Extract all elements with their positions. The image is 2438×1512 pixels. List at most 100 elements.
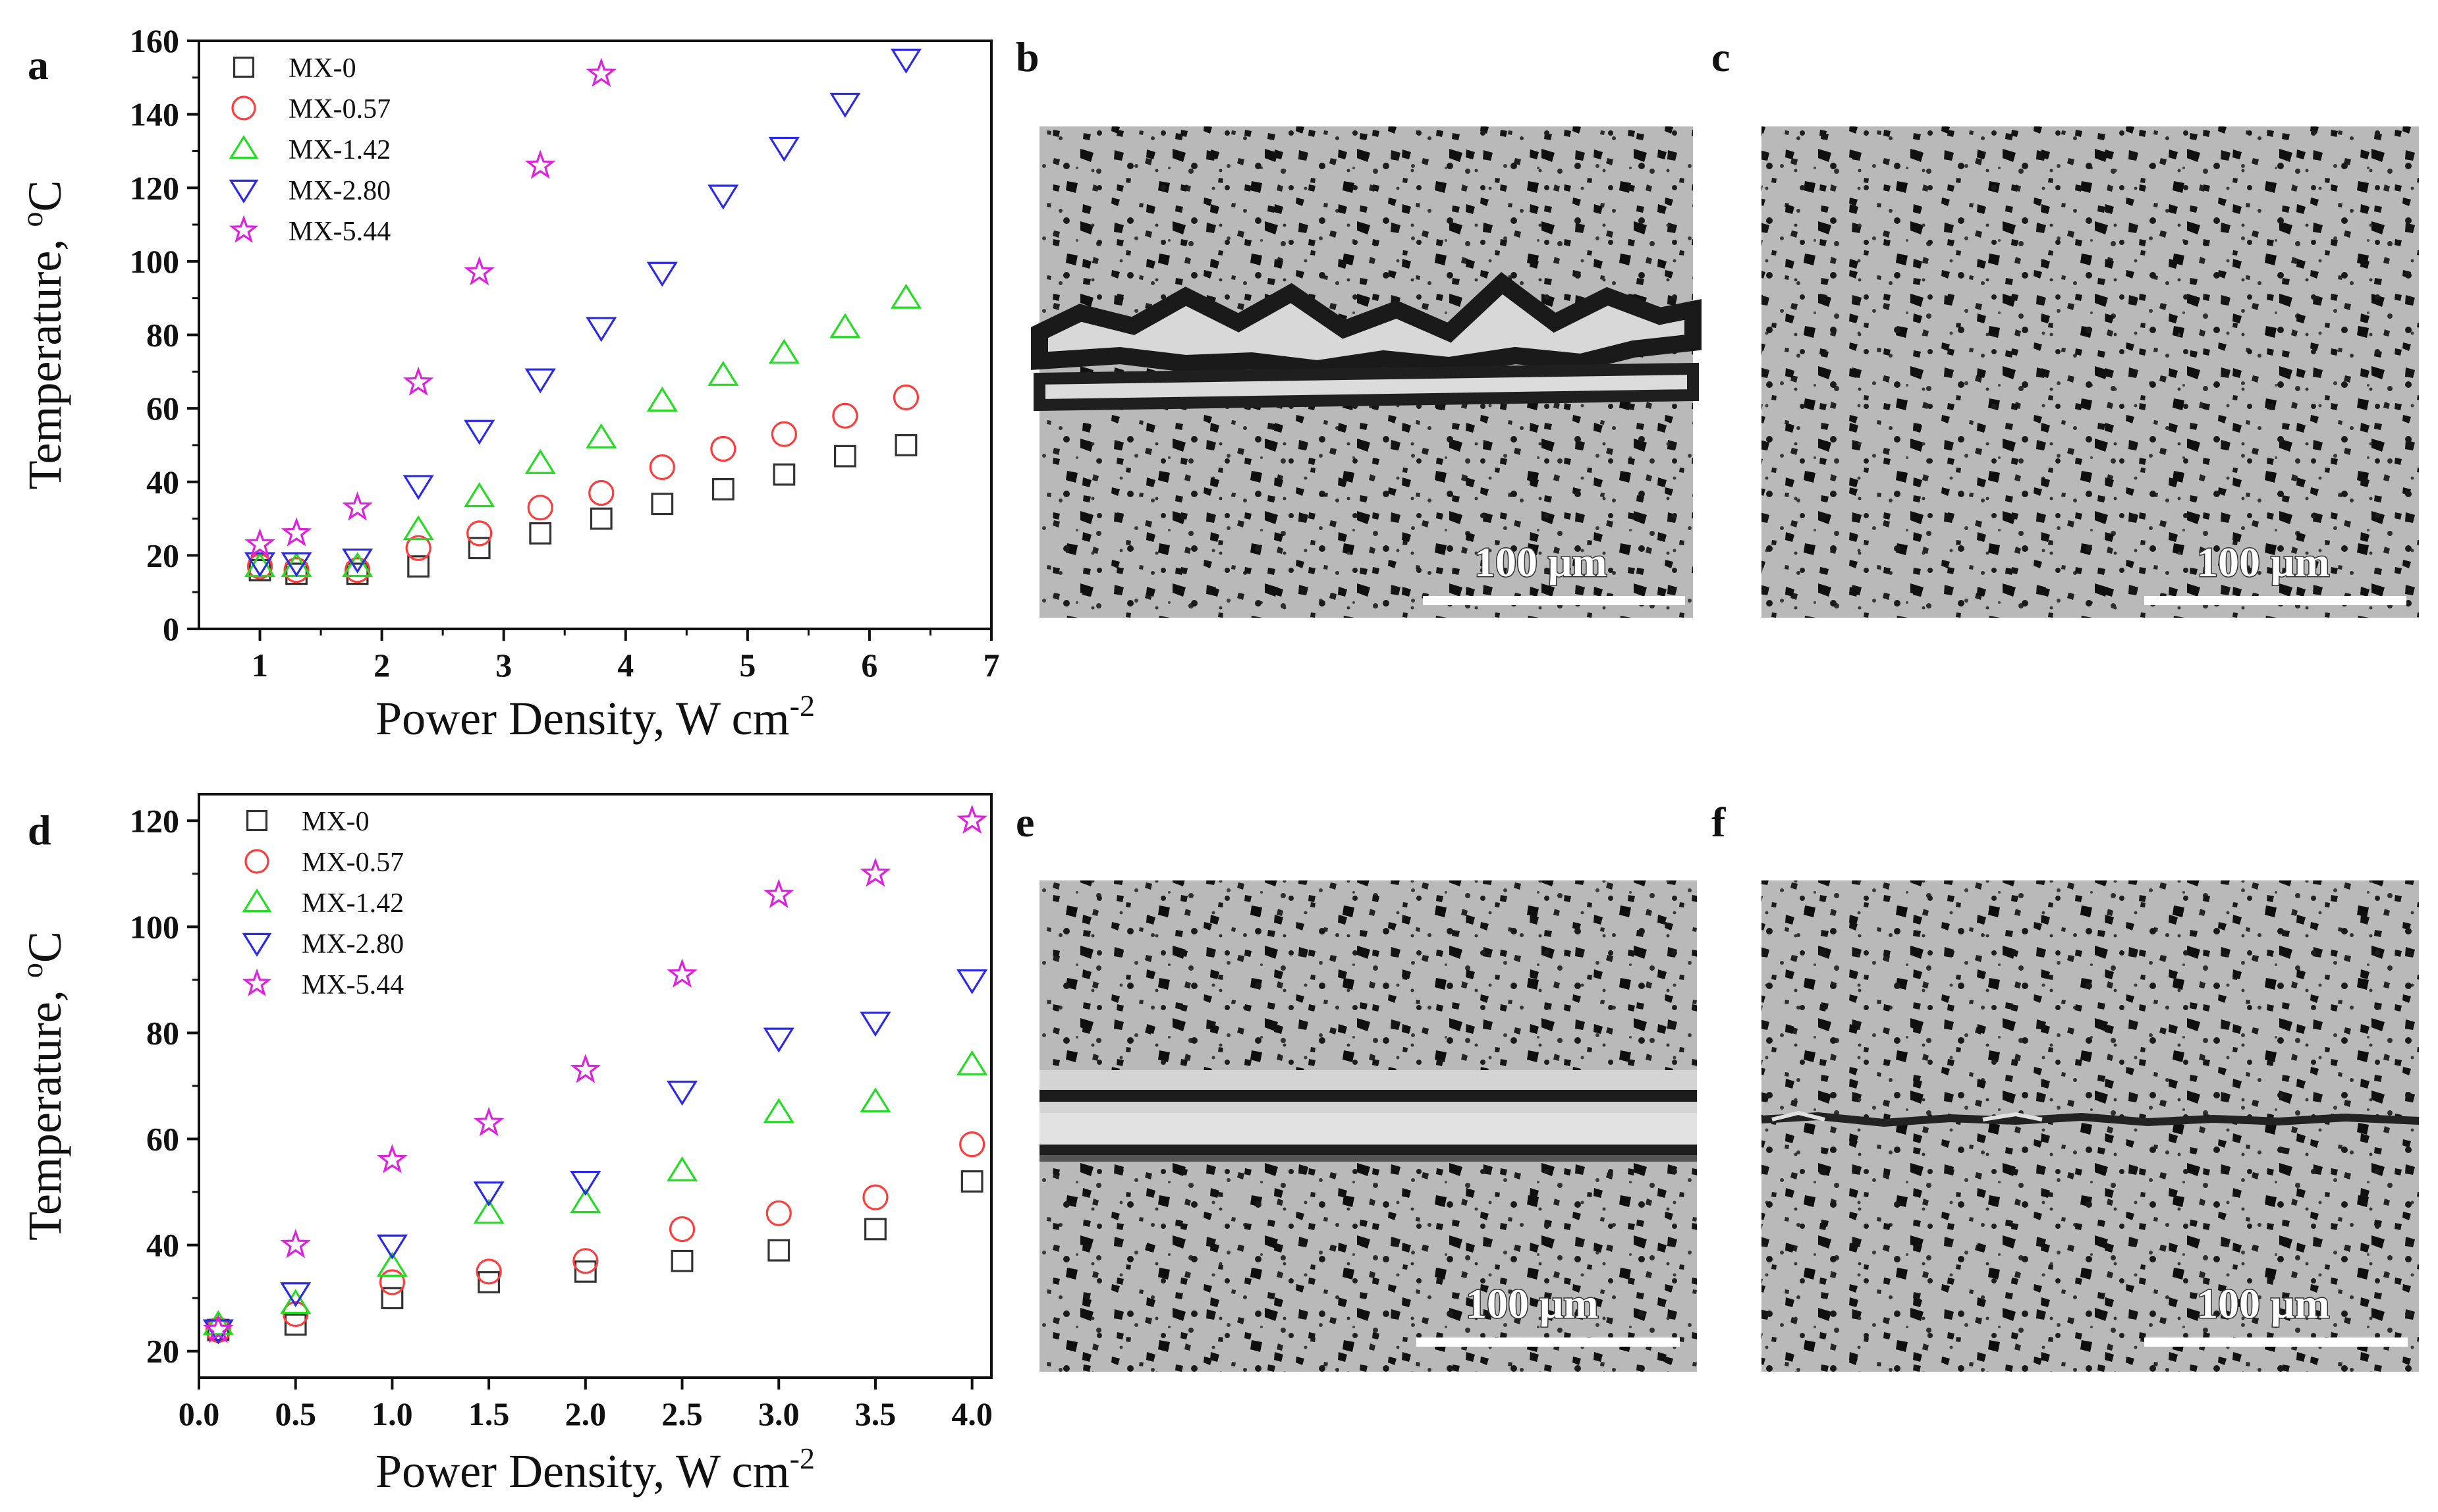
temperature-chart-a: 1 2 3 4 5 6 7 0 20 40 60 80 100 120 140 160 Power Densit… <box>15 22 1000 745</box>
data-point <box>860 1012 891 1037</box>
legend-marker <box>233 56 255 78</box>
data-point <box>342 552 374 578</box>
data-point <box>763 878 794 908</box>
panel-label-d: d <box>28 807 51 853</box>
data-point <box>402 515 434 541</box>
data-point <box>586 57 617 88</box>
data-point <box>895 434 918 456</box>
data-point <box>890 48 922 74</box>
data-point <box>476 1258 502 1285</box>
y-tick-label: 20 <box>146 1333 179 1370</box>
data-point <box>960 1170 984 1193</box>
x-tick-label: 3 <box>495 647 512 684</box>
legend-label: MX-5.44 <box>302 970 404 1000</box>
data-point <box>586 423 617 448</box>
data-point <box>524 448 556 474</box>
data-point <box>244 552 276 578</box>
legend-label: MX-0.57 <box>289 94 391 124</box>
data-point <box>376 1251 408 1277</box>
data-point <box>666 1081 698 1106</box>
data-point <box>765 1200 792 1226</box>
y-tick-label: 100 <box>130 908 179 945</box>
data-point <box>402 475 434 500</box>
data-point <box>342 548 374 574</box>
data-point <box>342 491 373 521</box>
x-tick-label: 2 <box>374 647 390 684</box>
data-point <box>707 184 739 210</box>
data-point <box>763 1027 794 1053</box>
y-tick-label: 60 <box>146 1121 179 1158</box>
legend-label: MX-2.80 <box>289 176 391 206</box>
data-point <box>570 1054 601 1083</box>
legend-marker <box>246 809 268 832</box>
data-point <box>405 535 431 561</box>
x-tick-label: 1.5 <box>468 1395 510 1432</box>
scale-label-b: 100 μm <box>1474 539 1607 585</box>
data-point <box>768 136 800 162</box>
x-tick-label: 3.0 <box>758 1395 800 1432</box>
data-point <box>283 557 310 583</box>
data-point <box>280 1282 312 1308</box>
data-point <box>527 495 553 521</box>
data-point <box>707 360 739 386</box>
micrograph-e: 100 μm <box>1039 880 1697 1372</box>
data-point <box>832 402 858 429</box>
data-point <box>767 1239 790 1262</box>
data-point <box>529 522 552 545</box>
y-tick-label: 120 <box>130 802 179 839</box>
data-point <box>473 1181 505 1207</box>
data-point <box>829 313 861 338</box>
data-point <box>244 528 275 558</box>
data-point <box>586 317 617 342</box>
data-point <box>570 1170 601 1196</box>
y-tick-label: 0 <box>163 610 179 647</box>
data-point <box>379 1269 406 1295</box>
y-tick-label: 60 <box>146 390 179 427</box>
y-tick-label: 140 <box>130 96 179 133</box>
scale-label-f: 100 μm <box>2197 1280 2330 1327</box>
legend-marker <box>229 135 259 159</box>
data-point <box>283 1301 309 1327</box>
temperature-chart-d: 0.0 0.5 1.0 1.5 2.0 2.5 3.0 3.5 4.0 20 40 60 80 100 12… <box>15 793 993 1498</box>
data-point <box>377 1144 408 1174</box>
data-point <box>773 463 796 486</box>
x-tick-label: 4.0 <box>951 1395 993 1432</box>
x-axis-title: Power Density, W cm-2 <box>375 1442 815 1498</box>
data-point <box>834 445 856 468</box>
data-point <box>524 149 556 179</box>
data-point <box>667 958 698 988</box>
data-point <box>464 482 495 508</box>
legend-label: MX-2.80 <box>302 929 404 959</box>
x-tick-label: 2.0 <box>565 1395 607 1432</box>
data-point <box>478 1271 501 1293</box>
legend-marker <box>242 888 272 913</box>
scale-bar <box>1423 596 1685 605</box>
data-point <box>284 1313 307 1336</box>
data-point <box>890 283 922 309</box>
panel-label-c: c <box>1711 34 1730 80</box>
data-point <box>860 857 891 887</box>
legend-marker <box>229 215 259 243</box>
crack-upper-edge <box>1031 272 1702 378</box>
y-tick-label: 160 <box>130 22 179 59</box>
y-tick-label: 40 <box>146 1227 179 1264</box>
data-point <box>646 261 678 287</box>
data-point <box>893 384 920 410</box>
y-axis-title: Temperature, oC <box>15 931 71 1241</box>
panel-label-f: f <box>1711 799 1726 846</box>
x-tick-label: 1 <box>252 647 268 684</box>
healed-crack-line <box>1761 1112 2420 1127</box>
legend-label: MX-1.42 <box>289 135 391 165</box>
x-axis-title: Power Density, W cm-2 <box>375 689 815 745</box>
y-tick-label: 20 <box>146 537 179 574</box>
data-point <box>280 1289 312 1314</box>
y-tick-label: 40 <box>146 464 179 500</box>
legend-marker <box>229 179 259 203</box>
x-tick-label: 0.0 <box>179 1395 220 1432</box>
x-tick-label: 0.5 <box>275 1395 316 1432</box>
data-point <box>346 562 369 585</box>
data-point <box>590 507 613 530</box>
x-tick-label: 1.0 <box>372 1395 413 1432</box>
micrograph-c: 100 μm <box>1761 126 2419 618</box>
